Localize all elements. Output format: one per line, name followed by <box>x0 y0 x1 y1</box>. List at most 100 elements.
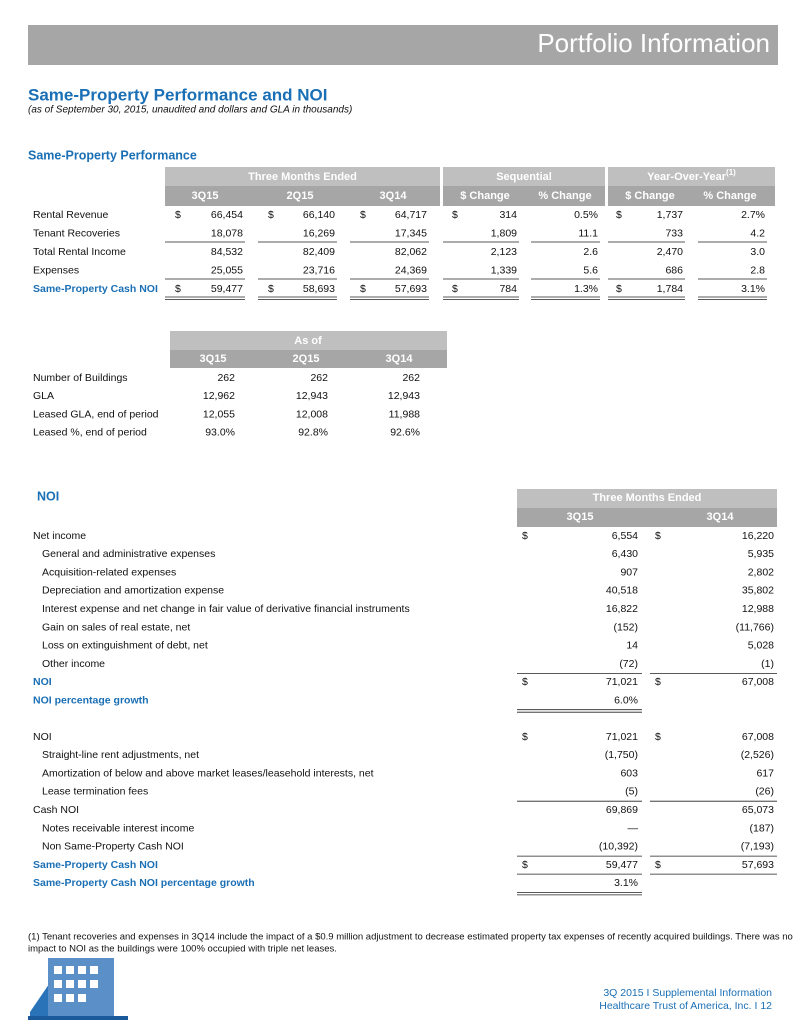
currency: $ <box>616 209 622 221</box>
cell-value: 59,477 <box>211 283 243 295</box>
currency: $ <box>175 209 181 221</box>
row-label: Leased GLA, end of period <box>33 408 159 420</box>
section-title: Same-Property Performance <box>28 148 197 162</box>
cell-value: 82,062 <box>395 246 427 258</box>
cell-value: 2,123 <box>491 246 517 258</box>
currency: $ <box>655 676 661 688</box>
cell-value: 314 <box>499 209 517 221</box>
cell-value: 16,822 <box>606 603 638 615</box>
header-band <box>608 186 775 206</box>
cell-value: 12,055 <box>203 408 235 420</box>
cell-value: 2.6 <box>583 246 598 258</box>
row-label: Same-Property Cash NOI <box>33 859 158 871</box>
currency: $ <box>452 209 458 221</box>
currency: $ <box>522 676 528 688</box>
row-label: GLA <box>33 390 54 402</box>
footnote-mark: (1) <box>726 168 736 177</box>
group-label: Three Months Ended <box>248 171 357 183</box>
cell-value: 66,454 <box>211 209 243 221</box>
cell-value: 35,802 <box>742 585 774 597</box>
cell-value: 57,693 <box>395 283 427 295</box>
column-header: 2Q15 <box>293 353 320 365</box>
column-header: 3Q15 <box>567 511 594 523</box>
footnote: (1) Tenant recoveries and expenses in 3Q… <box>28 932 793 943</box>
cell-value: 14 <box>626 640 638 652</box>
cell-value: 6,554 <box>612 530 638 542</box>
cell-value: 40,518 <box>606 585 638 597</box>
row-label: NOI percentage growth <box>33 694 149 706</box>
row-label: Loss on extinguishment of debt, net <box>42 640 208 652</box>
currency: $ <box>268 283 274 295</box>
header-band <box>517 508 777 527</box>
cell-value: 12,943 <box>296 390 328 402</box>
cell-value: 1.3% <box>574 283 598 295</box>
cell-value: 1,737 <box>657 209 683 221</box>
group-label: Year-Over-Year <box>647 171 727 183</box>
cell-value: 92.6% <box>390 427 420 439</box>
row-label: Leased %, end of period <box>33 427 147 439</box>
row-label: Cash NOI <box>33 804 79 816</box>
cell-value: 12,008 <box>296 408 328 420</box>
footer-text: Healthcare Trust of America, Inc. I 12 <box>599 1000 772 1012</box>
cell-value: 3.1% <box>614 877 638 889</box>
currency: $ <box>522 859 528 871</box>
cell-value: (10,392) <box>599 841 638 853</box>
header-band <box>165 167 440 186</box>
cell-value: 262 <box>310 372 328 384</box>
footnote: impact to NOI as the buildings were 100%… <box>28 944 337 955</box>
cell-value: 84,532 <box>211 246 243 258</box>
column-header: $ Change <box>625 190 675 202</box>
row-label: Net income <box>33 530 86 542</box>
row-label: General and administrative expenses <box>42 548 215 560</box>
cell-value: 18,078 <box>211 227 243 239</box>
row-label: Lease termination fees <box>42 786 148 798</box>
group-header: Three Months Ended <box>593 492 702 504</box>
header-band <box>443 167 605 186</box>
row-label: NOI <box>33 731 52 743</box>
group-header: Three Months Ended <box>248 171 357 183</box>
header-band <box>608 167 775 186</box>
header-title: Portfolio Information <box>537 28 770 58</box>
cell-value: 12,943 <box>388 390 420 402</box>
cell-value: — <box>628 822 639 834</box>
cell-value: 58,693 <box>303 283 335 295</box>
cell-value: 25,055 <box>211 264 243 276</box>
cell-value: 5,028 <box>748 640 774 652</box>
column-header: 3Q15 <box>192 190 219 202</box>
section-title: NOI <box>37 489 59 503</box>
header-band <box>165 186 440 206</box>
cell-value: 5,935 <box>748 548 774 560</box>
currency: $ <box>655 859 661 871</box>
column-header: 3Q14 <box>707 511 735 523</box>
row-label: Same-Property Cash NOI percentage growth <box>33 877 255 889</box>
cell-value: 71,021 <box>606 731 638 743</box>
currency: $ <box>655 731 661 743</box>
cell-value: 64,717 <box>395 209 427 221</box>
cell-value: 16,269 <box>303 227 335 239</box>
cell-value: 24,369 <box>395 264 427 276</box>
column-header: 3Q14 <box>386 353 414 365</box>
cell-value: 1,784 <box>657 283 683 295</box>
row-label: NOI <box>33 676 52 688</box>
row-label: Other income <box>42 658 105 670</box>
cell-value: 2.8 <box>750 264 765 276</box>
cell-value: 69,869 <box>606 804 638 816</box>
cell-value: 603 <box>620 767 638 779</box>
row-label: Straight-line rent adjustments, net <box>42 749 199 761</box>
cell-value: 11.1 <box>578 227 598 239</box>
row-label: Gain on sales of real estate, net <box>42 621 190 633</box>
header-band <box>517 489 777 508</box>
column-header: % Change <box>538 190 591 202</box>
row-label: Total Rental Income <box>33 246 126 258</box>
header-bar <box>28 25 778 65</box>
heading-subtitle: (as of September 30, 2015, unaudited and… <box>28 105 352 116</box>
cell-value: 93.0% <box>205 427 235 439</box>
cell-value: 2.7% <box>741 209 765 221</box>
cell-value: 3.0 <box>750 246 765 258</box>
row-label: Acquisition-related expenses <box>42 566 176 578</box>
cell-value: 23,716 <box>303 264 335 276</box>
row-label: Same-Property Cash NOI <box>33 283 158 295</box>
cell-value: 733 <box>665 227 683 239</box>
